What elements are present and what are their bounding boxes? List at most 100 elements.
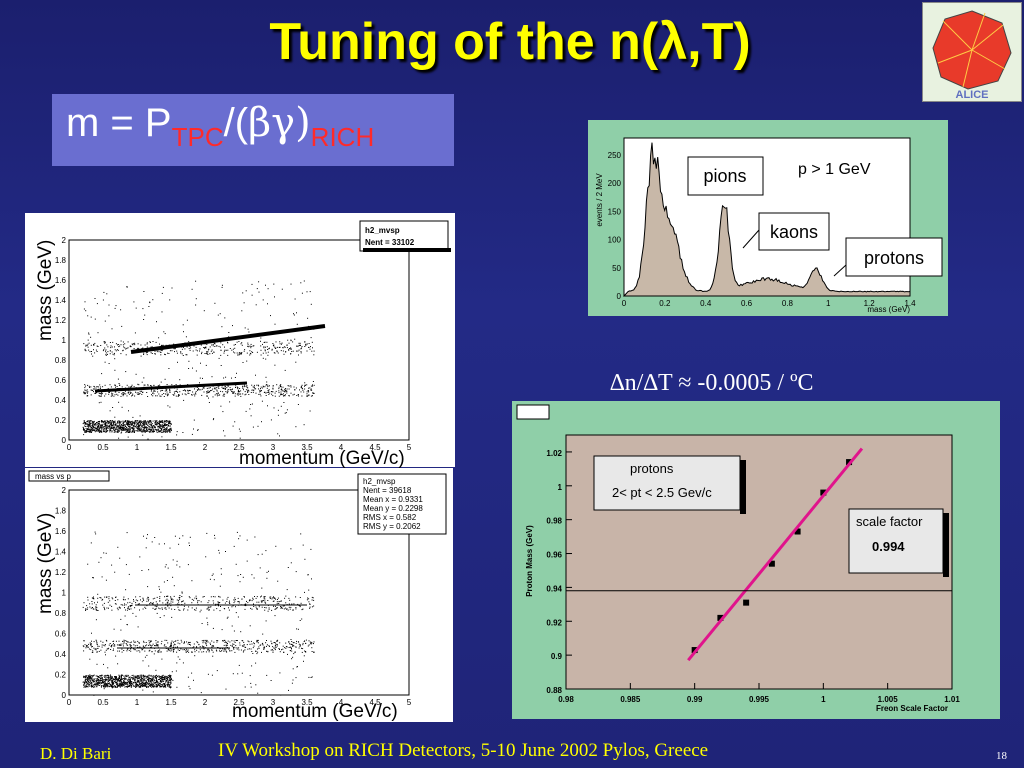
scatter-dot xyxy=(157,422,159,424)
scatter-dot xyxy=(150,385,152,387)
scatter-dot xyxy=(249,345,251,347)
scatter-dot xyxy=(125,431,127,433)
scatter-dot xyxy=(304,385,305,387)
scatter-dot xyxy=(159,597,161,599)
scatter-dot xyxy=(142,427,144,429)
scatter-dot xyxy=(111,644,113,646)
scatter-dot xyxy=(283,390,285,392)
scatter-dot xyxy=(186,319,188,321)
scatter-dot xyxy=(168,603,170,605)
y-tick-label: 0.92 xyxy=(546,618,562,627)
scatter-dot xyxy=(125,427,127,429)
scatter-dot xyxy=(265,346,266,348)
scatter-dot xyxy=(83,393,85,395)
scatter-dot xyxy=(129,426,131,428)
scatter-dot xyxy=(188,596,190,598)
scatter-dot xyxy=(105,354,107,356)
scatter-dot xyxy=(152,685,154,687)
scatter-dot xyxy=(116,684,118,686)
scatter-dot xyxy=(246,352,248,354)
scatter-dot xyxy=(108,596,110,598)
slide-title: Tuning of the n(λ,T) xyxy=(269,13,751,71)
scatter-dot xyxy=(199,350,200,352)
scatter-dot xyxy=(145,421,147,423)
scatter-dot xyxy=(139,390,141,392)
scatter-dot xyxy=(132,678,134,680)
scatter-dot xyxy=(299,345,301,346)
stats-line: Mean x = 0.9331 xyxy=(363,495,423,504)
scatter-dot xyxy=(104,609,106,611)
scatter-dot xyxy=(104,342,106,344)
scatter-dot xyxy=(128,681,129,683)
scatter-dot xyxy=(285,607,287,609)
scatter-dot xyxy=(112,650,114,651)
scatter-dot xyxy=(97,682,99,684)
scatter-dot xyxy=(121,683,123,685)
scatter-dot xyxy=(241,344,243,346)
scatter-dot xyxy=(225,391,227,393)
scatter-dot xyxy=(123,681,125,683)
scatter-dot xyxy=(196,649,198,651)
scatter-dot xyxy=(274,645,276,646)
scatter-dot xyxy=(123,675,125,677)
scatter-dot xyxy=(223,393,225,395)
scatter-dot xyxy=(85,423,87,425)
scatter-dot xyxy=(189,346,191,348)
scatter-dot xyxy=(159,651,161,653)
scatter-dot xyxy=(304,650,306,652)
scatter-dot xyxy=(234,597,236,599)
scatter-dot xyxy=(111,645,112,646)
scatter-dot xyxy=(242,387,244,389)
scatter-dot xyxy=(116,680,118,682)
scatter-dot xyxy=(151,685,153,687)
scatter-dot xyxy=(263,596,265,598)
scatter-dot xyxy=(100,678,102,679)
scatter-dot xyxy=(148,685,150,687)
scatter-dot xyxy=(127,428,129,430)
scatter-dot xyxy=(98,392,100,394)
scatter-dot xyxy=(121,685,123,687)
scatter-dot xyxy=(114,600,116,601)
scatter-dot xyxy=(98,430,100,432)
scatter-dot xyxy=(201,351,203,353)
scatter-dot xyxy=(149,678,151,680)
protons-arrow xyxy=(833,264,847,277)
scatter-dot xyxy=(215,345,217,347)
scatter-dot xyxy=(83,343,85,345)
scatter-dot xyxy=(137,680,139,682)
scatter-dot xyxy=(130,392,132,393)
scatter-dot xyxy=(217,640,219,642)
scatter-dot xyxy=(123,425,125,426)
scatter-dot xyxy=(194,609,195,611)
scatter-dot xyxy=(131,675,133,676)
scatter-dot xyxy=(142,681,144,683)
scatter-dot xyxy=(127,430,129,432)
scatter-dot xyxy=(234,641,236,643)
scatter-dot xyxy=(258,385,260,387)
scatter-dot xyxy=(83,420,85,422)
scatter-dot xyxy=(151,679,153,681)
scatter-dot xyxy=(249,408,251,410)
scatter-dot xyxy=(122,424,124,426)
scatter-dot xyxy=(141,425,143,427)
scatter-dot xyxy=(177,361,178,363)
scatter-dot xyxy=(282,648,284,650)
scatter-dot xyxy=(101,675,103,676)
scatter-dot xyxy=(273,596,274,598)
scatter-dot xyxy=(120,607,121,609)
scatter-dot xyxy=(272,597,274,599)
scatter-dot xyxy=(196,597,198,599)
scatter-dot xyxy=(94,298,96,299)
scatter-dot xyxy=(142,674,144,676)
scatter-dot xyxy=(164,428,166,430)
scatter-dot xyxy=(106,344,108,346)
scatter-dot xyxy=(92,680,94,682)
scatter-dot xyxy=(234,393,236,395)
scatter-dot xyxy=(127,421,129,423)
scatter-dot xyxy=(107,346,109,348)
scatter-dot xyxy=(137,603,139,605)
scatter-dot xyxy=(85,608,87,610)
scatter-dot xyxy=(142,645,144,647)
scatter-dot xyxy=(220,350,222,351)
scatter-dot xyxy=(128,681,130,683)
